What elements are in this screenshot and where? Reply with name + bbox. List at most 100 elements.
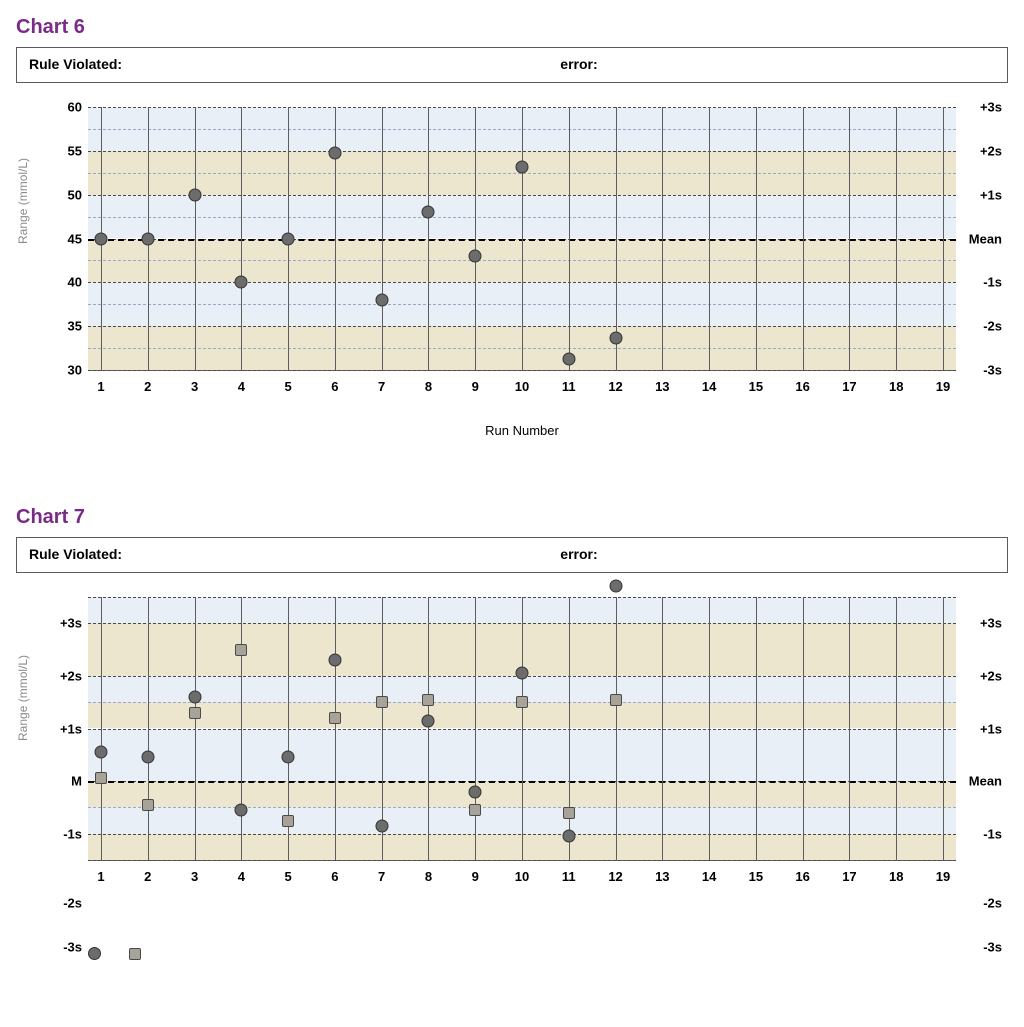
rule-violated-label: Rule Violated: — [29, 546, 122, 562]
xtick: 10 — [515, 869, 529, 884]
xtick: 14 — [702, 869, 716, 884]
data-point-level1 — [235, 276, 248, 289]
vline — [849, 107, 850, 370]
ytick-left: 45 — [52, 231, 82, 246]
x-axis-label: Run Number — [88, 399, 956, 438]
ytick-left: 55 — [52, 143, 82, 158]
xtick: 5 — [284, 379, 291, 394]
legend-marker-icon — [88, 947, 101, 960]
xtick: 15 — [749, 869, 763, 884]
data-point-level1 — [469, 250, 482, 263]
xtick: 8 — [425, 379, 432, 394]
chart-area: Range (mmol/L)+3s+2s+1sM-1s+3s+2s+1sMean… — [88, 597, 956, 971]
data-point-level1 — [562, 830, 575, 843]
data-point-level1 — [141, 232, 154, 245]
data-point-level1 — [328, 654, 341, 667]
vline — [428, 107, 429, 370]
plot-region: 30354045505560+3s+2s+1sMean-1s-2s-3s — [88, 107, 956, 371]
xtick: 16 — [795, 379, 809, 394]
xtick: 11 — [562, 379, 576, 394]
data-point-level1 — [375, 293, 388, 306]
data-point-level1 — [516, 667, 529, 680]
xtick: 4 — [238, 379, 245, 394]
error-label: error: — [560, 56, 597, 72]
ytick-left: +2s — [52, 668, 82, 683]
vline — [522, 107, 523, 370]
ytick-right: -3s — [983, 363, 1002, 378]
data-point-level1 — [422, 206, 435, 219]
xtick: 10 — [515, 379, 529, 394]
chart6: Chart 6Rule Violated:error:Range (mmol/L… — [16, 16, 1008, 466]
xtick: 13 — [655, 379, 669, 394]
data-point-level1 — [95, 232, 108, 245]
data-point-level1 — [188, 188, 201, 201]
data-point-level2 — [469, 804, 481, 816]
ytick-right: +3s — [980, 100, 1002, 115]
vline — [241, 107, 242, 370]
rule-box: Rule Violated:error: — [16, 537, 1008, 573]
xtick: 1 — [97, 869, 104, 884]
data-point-level2 — [422, 694, 434, 706]
xtick: 17 — [842, 869, 856, 884]
data-point-level2 — [610, 694, 622, 706]
ytick-right: -1s — [983, 826, 1002, 841]
data-point-level2 — [516, 696, 528, 708]
vline — [475, 597, 476, 860]
xtick: 19 — [936, 869, 950, 884]
ytick-left-below: -3s — [52, 940, 82, 955]
vline — [616, 597, 617, 860]
xtick: 7 — [378, 869, 385, 884]
gridline-major — [88, 860, 956, 861]
vline — [756, 597, 757, 860]
rule-violated-label: Rule Violated: — [29, 56, 122, 72]
data-point-level1 — [282, 232, 295, 245]
y-axis-label: Range (mmol/L) — [16, 655, 30, 741]
xtick: 2 — [144, 379, 151, 394]
ytick-left: 60 — [52, 100, 82, 115]
data-point-level2 — [189, 707, 201, 719]
data-point-level1 — [328, 147, 341, 160]
vline — [382, 107, 383, 370]
data-point-level1 — [141, 751, 154, 764]
xtick: 12 — [608, 379, 622, 394]
data-point-level1 — [282, 751, 295, 764]
vline — [803, 597, 804, 860]
data-point-level2 — [235, 644, 247, 656]
xtick: 2 — [144, 869, 151, 884]
xtick: 8 — [425, 869, 432, 884]
y-axis-label: Range (mmol/L) — [16, 157, 30, 243]
xtick: 14 — [702, 379, 716, 394]
ytick-right: +1s — [980, 187, 1002, 202]
chart-title: Chart 7 — [16, 506, 1008, 529]
vline — [662, 597, 663, 860]
chart7: Chart 7 Rule Violated:error: Range (mmol/L… — [16, 506, 1008, 971]
data-point-level1 — [375, 819, 388, 832]
vline — [195, 597, 196, 860]
plot-region: +3s+2s+1sM-1s+3s+2s+1sMean-1s — [88, 597, 956, 861]
vline — [896, 597, 897, 860]
vline — [849, 597, 850, 860]
xtick: 17 — [842, 379, 856, 394]
data-point-level1 — [235, 804, 248, 817]
vline — [428, 597, 429, 860]
xtick: 19 — [936, 379, 950, 394]
legend-item — [88, 947, 107, 960]
vline — [943, 597, 944, 860]
vline — [896, 107, 897, 370]
ytick-right: -1s — [983, 275, 1002, 290]
xtick: 6 — [331, 869, 338, 884]
ytick-right: Mean — [969, 231, 1002, 246]
vline — [616, 107, 617, 370]
vline — [709, 107, 710, 370]
data-point-level2 — [95, 772, 107, 784]
xtick: 3 — [191, 869, 198, 884]
xtick: 18 — [889, 869, 903, 884]
ytick-left: M — [52, 774, 82, 789]
ytick-right: +1s — [980, 721, 1002, 736]
vline — [101, 597, 102, 860]
xtick: 3 — [191, 379, 198, 394]
vline — [522, 597, 523, 860]
xtick: 15 — [749, 379, 763, 394]
data-point-level2 — [282, 815, 294, 827]
ytick-left: -1s — [52, 826, 82, 841]
